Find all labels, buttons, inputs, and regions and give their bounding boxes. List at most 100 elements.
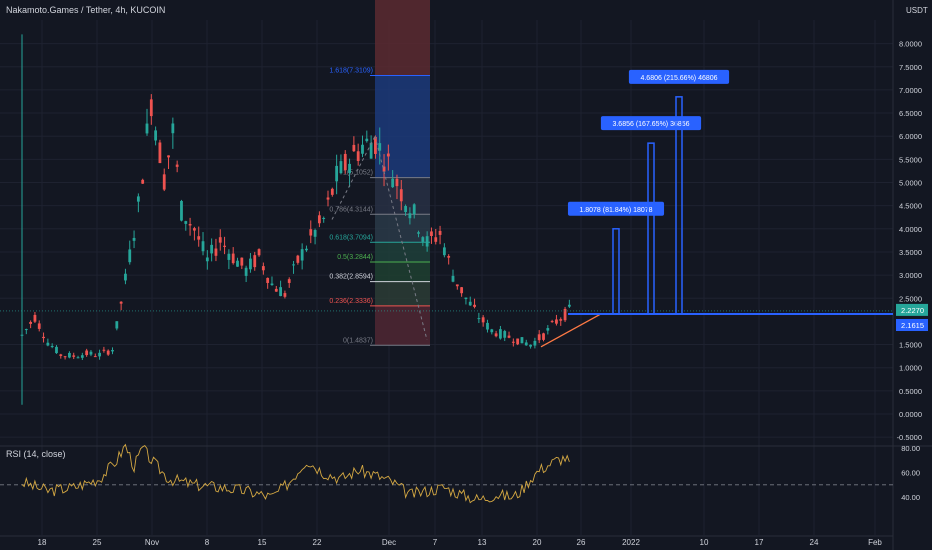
price-tick-label: 5.0000 <box>899 179 922 188</box>
candle-body <box>270 283 274 286</box>
candle-body <box>330 188 334 195</box>
candle-body <box>253 255 257 268</box>
candle-body <box>524 342 528 346</box>
candle-body <box>102 349 106 351</box>
candle-body <box>507 335 511 338</box>
candle-body <box>395 178 399 187</box>
candle-body <box>184 221 188 224</box>
candle-body <box>529 344 532 347</box>
candle-body <box>240 257 244 266</box>
candle-body <box>520 337 524 344</box>
candle-body <box>399 189 403 202</box>
price-tick-label: 5.5000 <box>899 155 922 164</box>
price-tick-label: 6.0000 <box>899 132 922 141</box>
candle-body <box>24 329 28 331</box>
candle-body <box>326 197 330 200</box>
fib-zone <box>375 281 430 306</box>
candle-body <box>287 279 291 283</box>
candle-body <box>244 267 248 276</box>
target-label-box <box>567 201 665 216</box>
candle-body <box>309 229 313 236</box>
chart-title: Nakamoto.Games / Tether, 4h, KUCOIN <box>6 5 166 15</box>
candle-body <box>80 355 84 358</box>
price-tick-label: 1.0000 <box>899 364 922 373</box>
candle-body <box>447 256 451 258</box>
candle-body <box>227 253 231 260</box>
time-tick-label: 22 <box>313 538 322 547</box>
time-tick-label: Feb <box>868 538 882 547</box>
price-tick-label: 0.5000 <box>899 387 922 396</box>
candle-body <box>339 161 343 174</box>
candle-body <box>59 354 63 356</box>
candle-body <box>451 275 455 282</box>
target-label-box <box>628 69 730 84</box>
candle-body <box>455 284 459 287</box>
candle-body <box>542 333 545 340</box>
candle-body <box>111 350 114 352</box>
rsi-tick-label: 80.00 <box>901 444 920 453</box>
candle-body <box>343 153 347 171</box>
price-tick-label: 0.0000 <box>899 410 922 419</box>
candle-body <box>154 130 158 141</box>
candle-body <box>322 217 326 219</box>
candle-body <box>266 277 270 283</box>
fib-anchor-line <box>374 136 428 341</box>
candle-body <box>33 314 37 322</box>
target-label: 4.6806 (215.66%) 46806 <box>640 75 717 82</box>
fib-level-label: 0.786(4.3144) <box>329 206 373 213</box>
candle-body <box>460 287 464 294</box>
candle-body <box>481 317 485 323</box>
candle-body <box>412 204 416 215</box>
candle-body <box>356 151 360 161</box>
candle-body <box>382 166 386 172</box>
candle-body <box>537 334 541 341</box>
price-tick-label: -0.5000 <box>897 433 922 442</box>
candle-body <box>249 258 252 270</box>
candle-body <box>231 253 235 264</box>
candle-body <box>365 138 369 142</box>
candle-body <box>511 341 515 343</box>
candle-body <box>132 237 136 241</box>
current-price-tag <box>896 303 928 316</box>
fib-level-label: 0.236(2.3336) <box>329 298 373 305</box>
candle-body <box>141 179 145 184</box>
fib-zone <box>375 214 430 243</box>
candle-body <box>145 123 149 134</box>
candle-body <box>197 236 201 240</box>
candle-body <box>37 323 41 329</box>
time-tick-label: 25 <box>93 538 102 547</box>
price-tick-label: 8.0000 <box>899 40 922 49</box>
candle-body <box>158 142 162 164</box>
candle-body <box>223 245 226 247</box>
candle-body <box>477 318 481 320</box>
candle-body <box>98 352 101 357</box>
candle-body <box>257 249 261 256</box>
candle-body <box>361 144 364 154</box>
candle-body <box>404 206 407 213</box>
candle-body <box>167 155 170 158</box>
target-price-tag-label: 2.1615 <box>901 321 924 330</box>
current-price-tag-label: 2.2270 <box>901 306 924 315</box>
candle-body <box>46 342 50 346</box>
fib-zone-top <box>375 0 430 76</box>
candle-body <box>162 174 166 190</box>
candle-body <box>442 247 446 256</box>
fib-level-label: 1(5.1052) <box>343 170 373 177</box>
candle-body <box>499 329 502 339</box>
price-tick-label: 2.5000 <box>899 294 922 303</box>
candle-body <box>408 213 412 219</box>
candle-body <box>72 355 76 357</box>
candle-body <box>106 350 110 355</box>
candle-body <box>218 237 222 243</box>
rsi-tick-label: 40.00 <box>901 493 920 502</box>
candle-body <box>313 230 317 237</box>
candle-body <box>279 287 282 297</box>
candle-body <box>516 338 520 345</box>
fib-zone-bottom <box>375 305 430 346</box>
candle-body <box>555 319 558 324</box>
candle-body <box>261 266 265 271</box>
candle-body <box>136 196 140 202</box>
candle-body <box>85 350 89 356</box>
target-bar <box>647 142 655 315</box>
time-tick-label: 10 <box>700 538 709 547</box>
